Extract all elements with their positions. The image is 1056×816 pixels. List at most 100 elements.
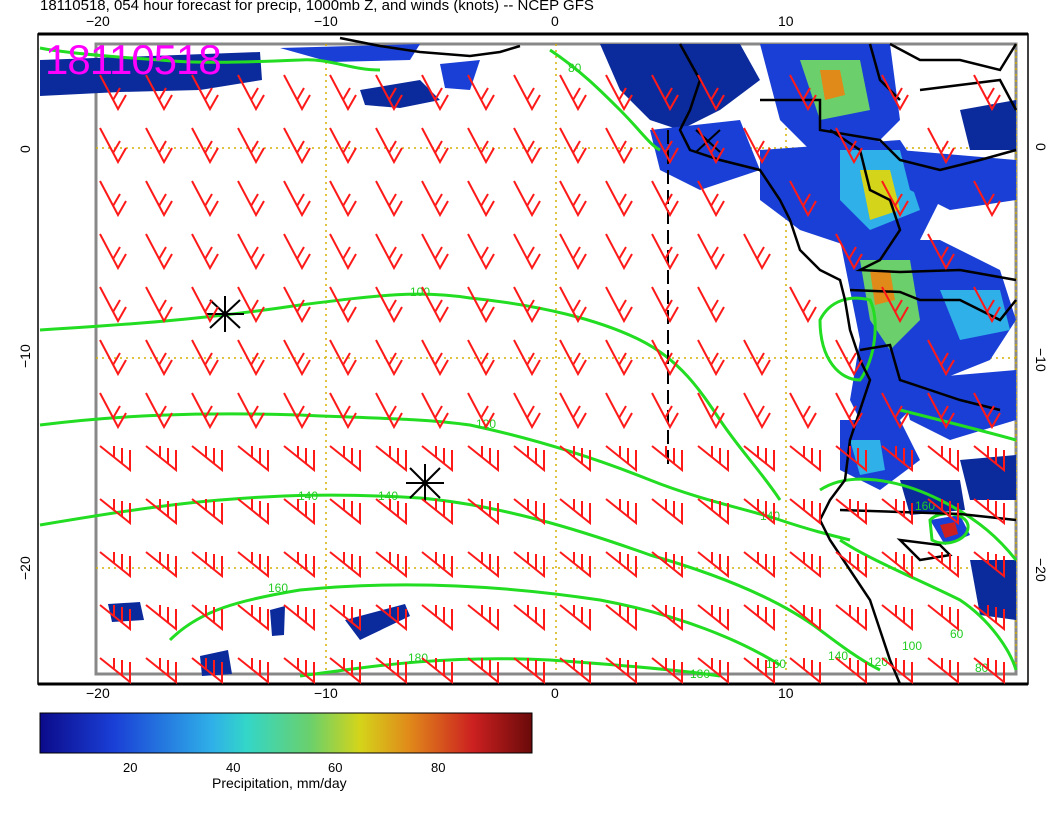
- wind-barb: [467, 392, 495, 430]
- wind-barb: [99, 339, 127, 377]
- wind-barb: [283, 445, 315, 473]
- wind-barb: [927, 233, 955, 271]
- contour-160: [168, 583, 781, 667]
- wind-barb: [145, 604, 177, 632]
- wind-barb: [789, 286, 817, 324]
- lon-tick: 0: [551, 685, 559, 701]
- wind-barb: [513, 445, 545, 473]
- wind-barb: [605, 127, 633, 165]
- wind-barb: [329, 180, 357, 218]
- wind-barb: [559, 339, 587, 377]
- wind-barbs: [99, 74, 1005, 685]
- wind-barb: [743, 339, 771, 377]
- wind-barb: [697, 127, 725, 165]
- wind-barb: [283, 604, 315, 632]
- precip-blob: [345, 604, 410, 640]
- wind-barb: [191, 233, 219, 271]
- wind-barb: [467, 127, 495, 165]
- wind-barb: [191, 74, 219, 112]
- colorbar: [39, 712, 533, 754]
- wind-barb: [973, 604, 1005, 632]
- wind-barb: [99, 604, 131, 632]
- wind-barb: [145, 551, 177, 579]
- wind-barb: [421, 233, 449, 271]
- wind-barb: [99, 233, 127, 271]
- wind-barb: [283, 286, 311, 324]
- wind-barb: [881, 445, 913, 473]
- wind-barb: [467, 233, 495, 271]
- wind-barb: [651, 498, 683, 526]
- contour-labels: 80 100 120 140 140 140 160 160 180 180 1…: [268, 61, 989, 681]
- wind-barb: [973, 498, 1005, 526]
- wind-barb: [605, 339, 633, 377]
- wind-barb: [789, 74, 817, 112]
- lon-tick: −10: [314, 685, 338, 701]
- lat-tick: −10: [1033, 348, 1049, 372]
- contour-label: 80: [975, 661, 989, 675]
- wind-barb: [467, 604, 499, 632]
- wind-barb: [881, 657, 913, 685]
- wind-barb: [145, 74, 173, 112]
- lon-tick: 10: [778, 685, 794, 701]
- wind-barb: [927, 445, 959, 473]
- wind-barb: [375, 180, 403, 218]
- wind-barb: [835, 392, 863, 430]
- wind-barb: [651, 604, 683, 632]
- border-1: [760, 98, 1017, 172]
- wind-barb: [467, 445, 499, 473]
- wind-barb: [605, 233, 633, 271]
- wind-barb: [651, 339, 679, 377]
- wind-barb: [881, 74, 909, 112]
- wind-barb: [513, 657, 545, 685]
- wind-barb: [329, 233, 357, 271]
- wind-barb: [513, 551, 545, 579]
- wind-barb: [559, 286, 587, 324]
- wind-barb: [605, 445, 637, 473]
- wind-barb: [651, 392, 679, 430]
- wind-barb: [421, 445, 453, 473]
- wind-barb: [421, 339, 449, 377]
- contour-label: 180: [690, 667, 710, 681]
- wind-barb: [835, 604, 867, 632]
- wind-barb: [973, 286, 1001, 324]
- wind-barb: [237, 286, 265, 324]
- colorbar-tick: 20: [123, 760, 138, 775]
- contour-80: [39, 46, 381, 72]
- contour-east-a: [819, 477, 1018, 561]
- wind-barb: [881, 604, 913, 632]
- center-marker: [206, 296, 244, 332]
- wind-barb: [605, 180, 633, 218]
- lat-tick-labels-left: 0 −10 −20: [17, 145, 33, 580]
- wind-barb: [375, 339, 403, 377]
- wind-barb: [835, 657, 867, 685]
- contour-label: 100: [902, 639, 922, 653]
- wind-barb: [237, 180, 265, 218]
- lon-tick: 0: [551, 13, 559, 29]
- contour-label: 120: [868, 655, 888, 669]
- wind-barb: [513, 392, 541, 430]
- wind-barb: [559, 445, 591, 473]
- wind-barb: [283, 74, 311, 112]
- wind-barb: [375, 392, 403, 430]
- wind-barb: [789, 445, 821, 473]
- wind-barb: [651, 286, 679, 324]
- wind-barb: [237, 551, 269, 579]
- wind-barb: [145, 180, 173, 218]
- wind-barb: [513, 286, 541, 324]
- colorbar-tick: 80: [431, 760, 446, 775]
- wind-barb: [145, 127, 173, 165]
- lat-tick: 0: [1033, 143, 1049, 151]
- precip-blob: [900, 150, 1016, 210]
- wind-barb: [835, 498, 867, 526]
- wind-barb: [467, 498, 499, 526]
- wind-barb: [283, 392, 311, 430]
- wind-barb: [651, 74, 679, 112]
- wind-barb: [697, 286, 725, 324]
- wind-barb: [329, 74, 357, 112]
- wind-barb: [375, 551, 407, 579]
- wind-barb: [697, 392, 725, 430]
- border-3: [849, 288, 1017, 322]
- border-2: [829, 128, 1017, 282]
- contour-label: 160: [915, 499, 935, 513]
- precip-blob: [960, 455, 1016, 500]
